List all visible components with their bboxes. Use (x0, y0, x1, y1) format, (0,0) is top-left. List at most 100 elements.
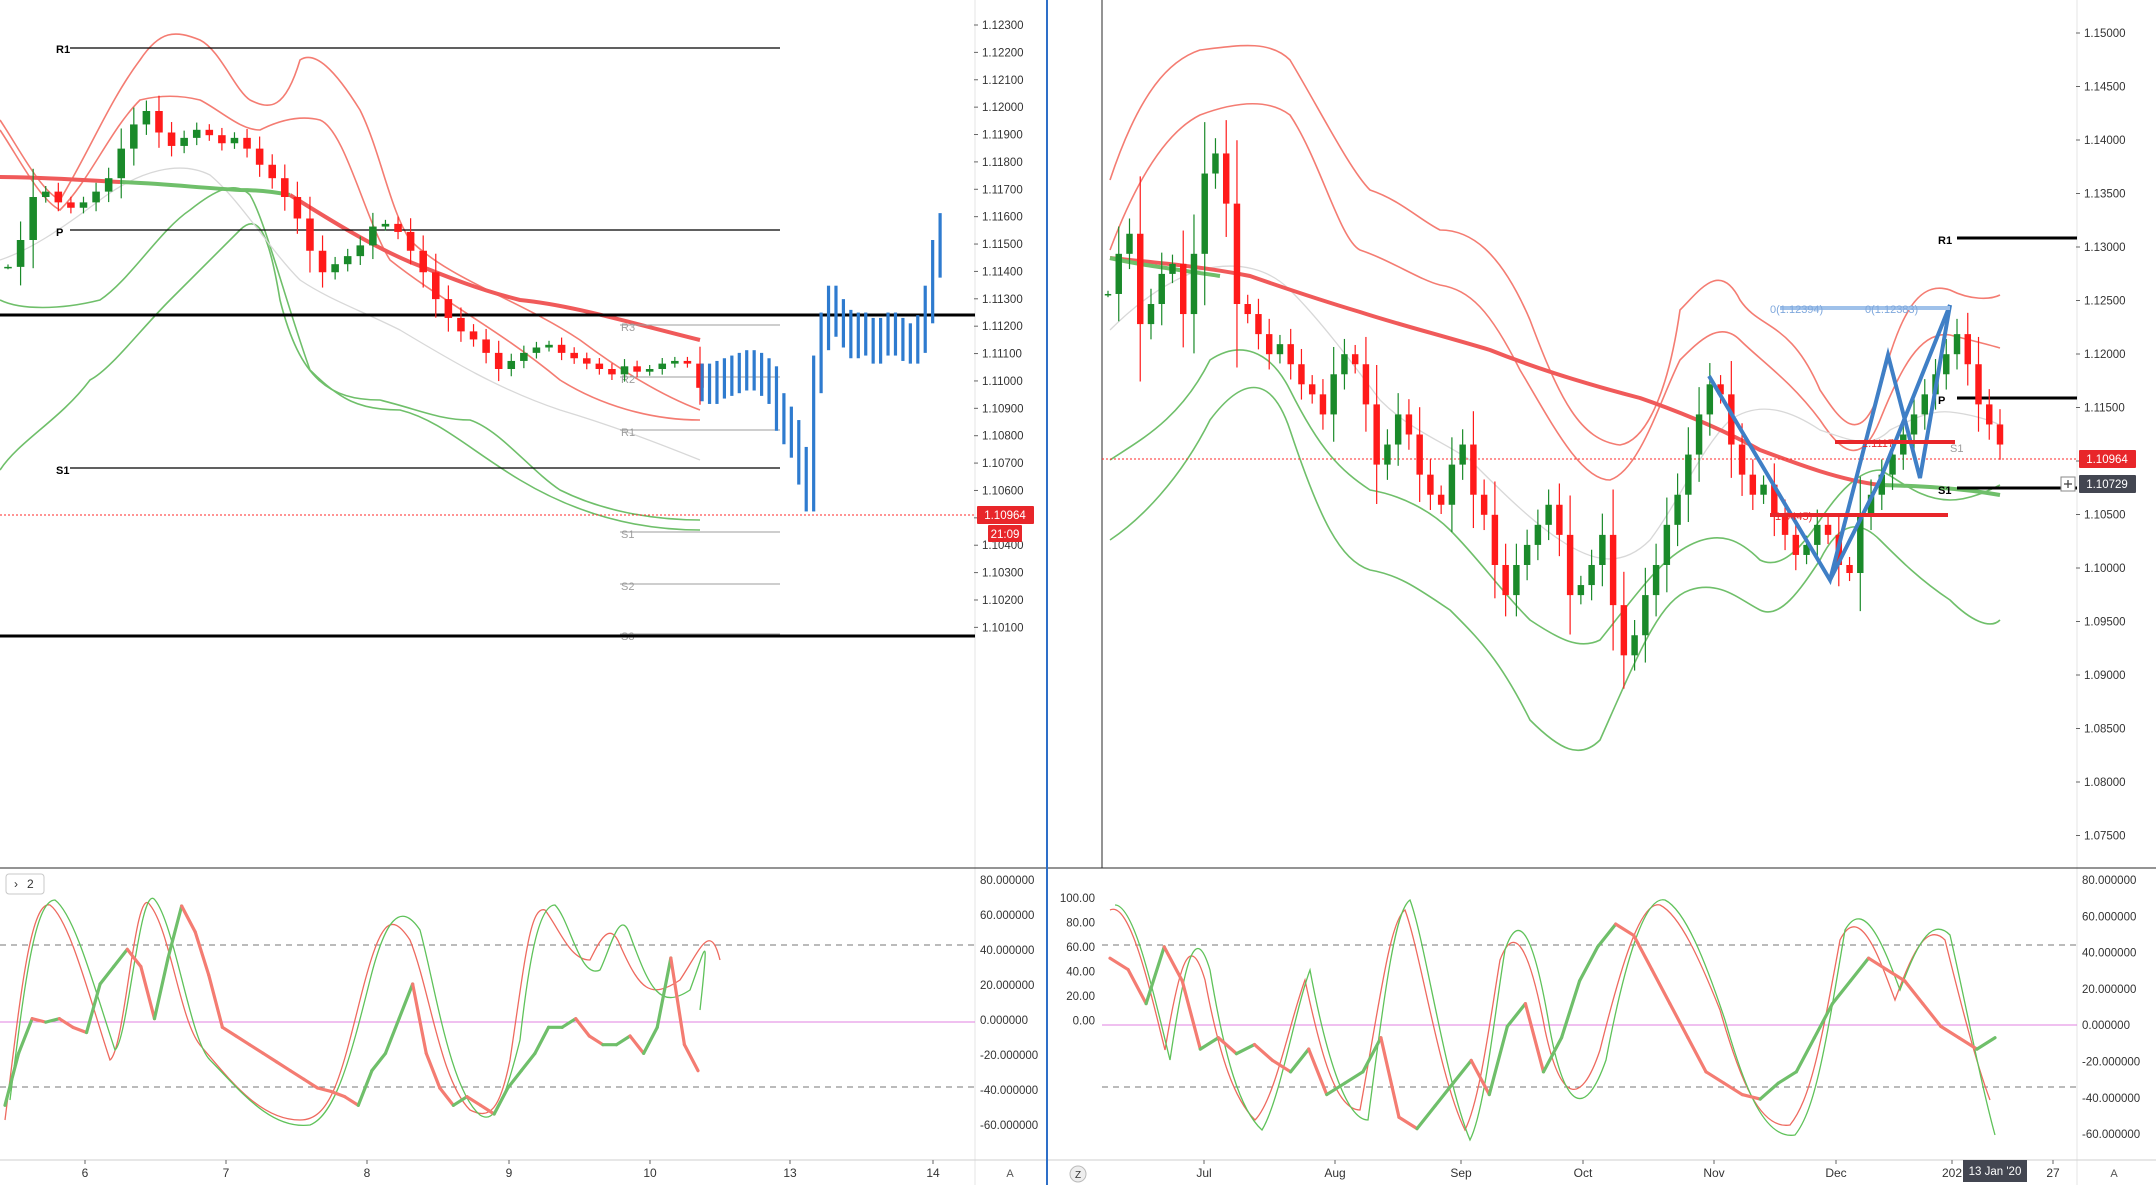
right-osc-segment (1469, 1058, 1491, 1097)
left-osc-axis[interactable]: 80.000000 60.000000 40.000000 20.000000 0.00… (980, 875, 1038, 1132)
right-osc-segment (1216, 1036, 1239, 1056)
right-osc-segment (1343, 1070, 1365, 1085)
left-osc-segment (98, 965, 116, 986)
right-candle (1502, 564, 1509, 596)
right-candle (1996, 424, 2004, 445)
right-osc-segment (1234, 1042, 1257, 1056)
right-candle (1674, 494, 1681, 525)
time-axis-label: Nov (1703, 1166, 1724, 1180)
left-price-axis[interactable]: 1.12300 1.12200 1.12100 1.12000 1.11900 1.118… (974, 20, 1024, 634)
right-candle (1147, 304, 1155, 325)
left-candle (369, 226, 377, 246)
osc-axis-label: -20.000000 (2082, 1057, 2140, 1069)
left-panel-background (0, 0, 1046, 1185)
left-candle (343, 256, 352, 265)
right-osc-segment (1144, 945, 1166, 1006)
osc-axis-label: -60.000000 (2082, 1129, 2140, 1141)
price-axis-label: 1.13500 (2084, 189, 2126, 201)
price-axis-label: 1.12000 (2084, 349, 2126, 361)
price-axis-label: 1.09000 (2084, 670, 2126, 682)
right-harmonic-pattern[interactable]: 0(1.12394) 0(1.12383) 1.1117 1.0445) (1707, 304, 1955, 586)
projection-bar (931, 240, 935, 324)
right-candle (1534, 524, 1542, 545)
projection-bar (893, 312, 898, 356)
projection-bar (715, 360, 719, 404)
right-panel[interactable]: 1.15000 1.14500 1.14000 1.13500 1.13000 1.125… (1048, 0, 2156, 1185)
right-osc-segment (1523, 1002, 1546, 1074)
time-axis-label: 7 (223, 1166, 230, 1180)
right-osc-axis[interactable]: 80.000000 60.000000 40.000000 20.000000 0.00… (2082, 875, 2140, 1141)
right-date-tag-text: 13 Jan '20 (1969, 1166, 2022, 1178)
right-candle (1792, 534, 1800, 555)
right-last-price-text: 1.10964 (2086, 454, 2128, 466)
projection-bar (916, 315, 920, 364)
left-candle (545, 344, 553, 348)
left-sma-line (0, 167, 701, 461)
left-pivot-p-label: P (56, 227, 63, 239)
right-auto-scale-button[interactable]: A (2110, 1168, 2118, 1180)
time-axis-label: 9 (506, 1166, 513, 1180)
right-candle (1878, 474, 1886, 495)
right-zoom-button[interactable] (1069, 1165, 1087, 1183)
right-bollinger-bands (1109, 44, 2001, 752)
osc-axis-label: 60.000000 (2082, 911, 2136, 923)
left-candle (595, 363, 604, 369)
left-candle (41, 191, 50, 197)
left-candle (142, 111, 151, 125)
right-candle (1384, 444, 1391, 465)
right-time-axis[interactable]: Jul Aug Sep Oct Nov Dec 202 27 (1196, 1160, 2060, 1180)
time-axis-label: 13 (783, 1166, 797, 1180)
time-axis-label: 202 (1942, 1166, 1962, 1180)
projection-bar (856, 312, 860, 359)
osc-axis-label: 0.000000 (980, 1015, 1028, 1027)
price-axis-label: 1.12300 (982, 20, 1024, 32)
left-osc-segment (492, 1086, 510, 1116)
projection-bar (774, 366, 779, 431)
left-candle (520, 352, 528, 361)
right-osc-signal-red (1109, 904, 1991, 1132)
left-bb-outer-lower (0, 223, 701, 521)
left-time-axis[interactable]: 6 7 8 9 10 13 14 (82, 1160, 940, 1180)
price-axis-label: 1.11500 (982, 239, 1023, 251)
right-candle (1169, 263, 1176, 274)
right-osc-segment (1361, 1036, 1383, 1074)
right-candle (1760, 484, 1767, 495)
right-pattern-label-3: 1.1117 (1862, 438, 1894, 450)
right-pivot-p-label: P (1938, 395, 1945, 407)
left-oscillator-pane[interactable]: › 2 (0, 873, 975, 1126)
left-candle (432, 272, 440, 300)
projection-bar (886, 312, 890, 356)
osc-axis-label: 20.000000 (980, 980, 1034, 992)
right-osc-segment (1686, 1036, 1708, 1074)
left-candle (4, 266, 12, 269)
right-osc-segment (1975, 1036, 1997, 1051)
left-osc-segment (234, 1034, 252, 1047)
left-osc-signal-red (4, 901, 721, 1121)
right-oscillator-pane[interactable] (1102, 899, 2077, 1142)
projection-bar (923, 285, 927, 353)
price-axis-label: 1.10400 (982, 540, 1024, 552)
left-panel[interactable]: 1.12300 1.12200 1.12100 1.12000 1.11900 1.118… (0, 0, 1046, 1185)
right-osc-segment (1632, 933, 1654, 972)
price-axis-label: 1.11900 (982, 130, 1023, 142)
projection-bar (841, 299, 846, 348)
price-axis-label: 1.08000 (2084, 777, 2126, 789)
left-bb-outer-upper (0, 33, 701, 411)
right-candle (1427, 474, 1434, 495)
right-price-axis[interactable]: 1.15000 1.14500 1.14000 1.13500 1.13000 1.125… (2076, 28, 2126, 843)
left-auto-scale-button[interactable]: A (1006, 1168, 1014, 1180)
projection-bar (767, 358, 771, 404)
left-osc-segment (519, 1051, 537, 1073)
left-osc-segment (302, 1077, 320, 1090)
right-candle (1416, 434, 1423, 475)
right-candle (1276, 344, 1284, 355)
right-candle (1190, 253, 1198, 315)
right-osc-segment (1505, 1002, 1528, 1028)
left-candle (16, 240, 25, 267)
left-last-price-tag: 1.10964 (977, 506, 1034, 524)
time-axis-label: 10 (643, 1166, 657, 1180)
left-osc-legend-button[interactable] (5, 873, 45, 895)
left-osc-segment (329, 1089, 347, 1099)
